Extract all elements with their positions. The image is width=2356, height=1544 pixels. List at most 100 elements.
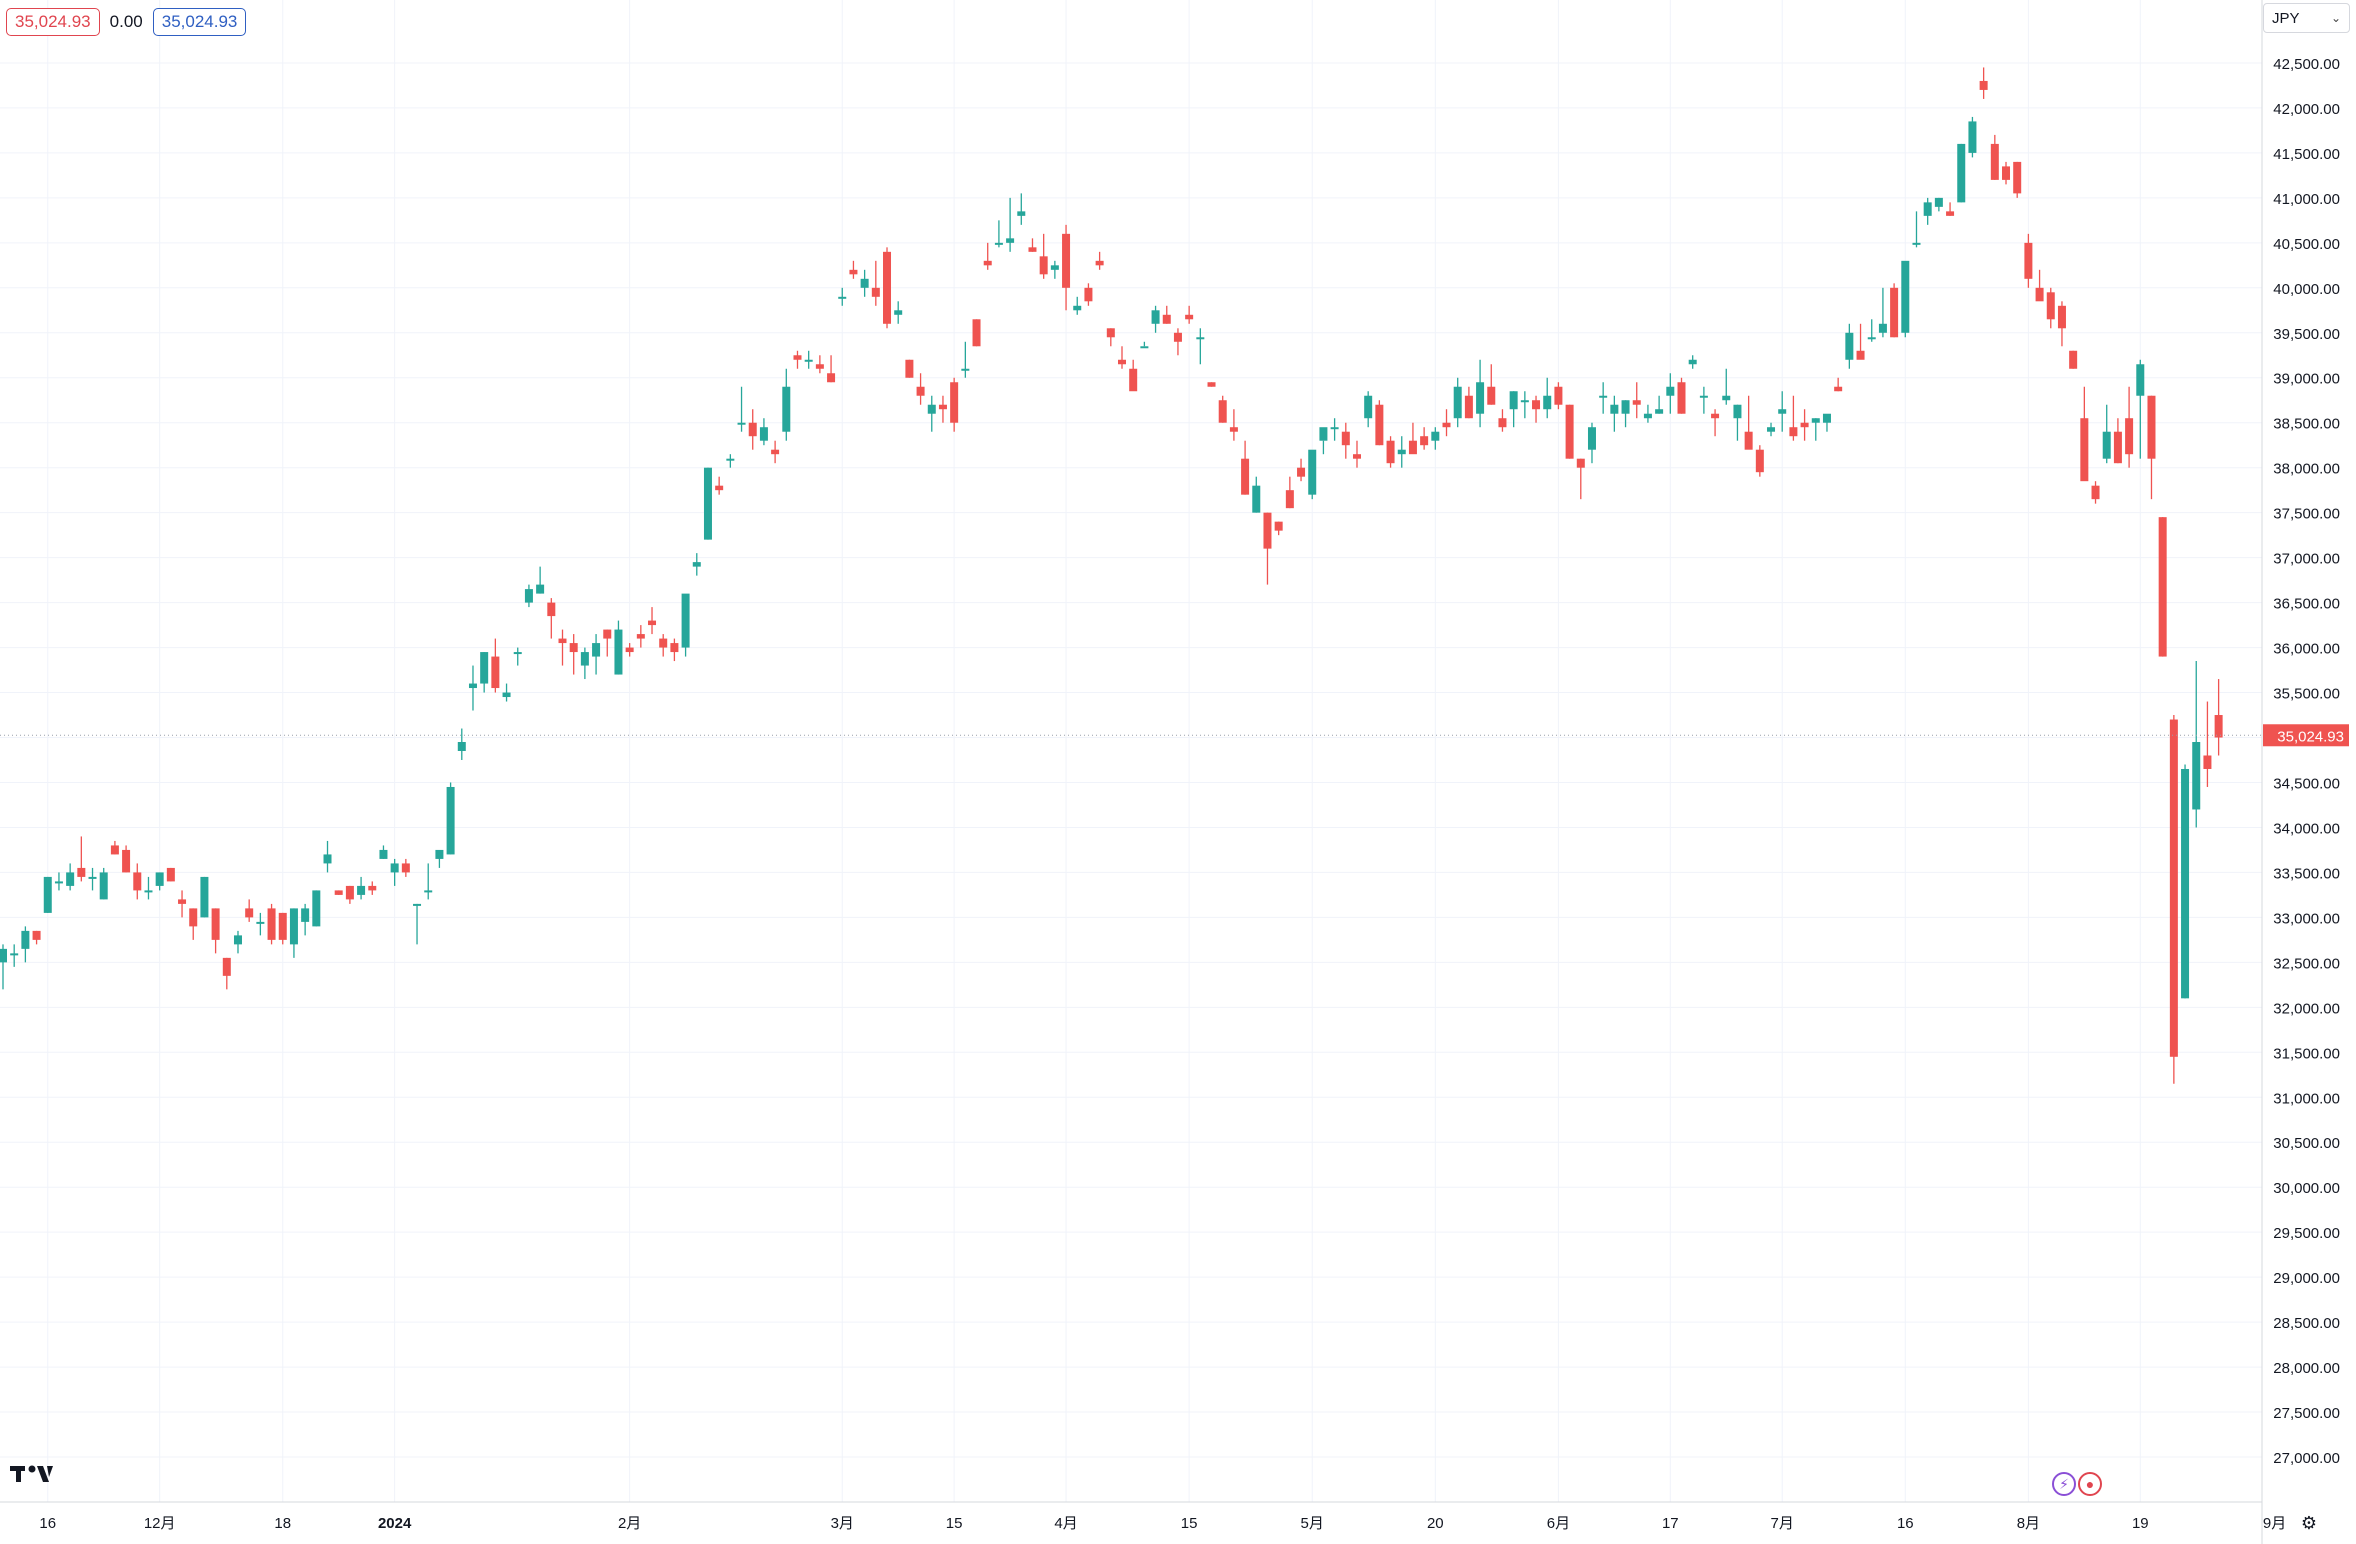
- candle[interactable]: [1822, 413, 1831, 432]
- candle[interactable]: [122, 845, 131, 873]
- candle[interactable]: [200, 876, 209, 918]
- candle[interactable]: [1330, 418, 1339, 441]
- candle[interactable]: [323, 840, 332, 873]
- candle[interactable]: [950, 377, 959, 432]
- candle[interactable]: [1084, 283, 1093, 306]
- candle[interactable]: [334, 890, 343, 895]
- candle[interactable]: [592, 634, 601, 675]
- candle[interactable]: [703, 467, 712, 540]
- candle[interactable]: [536, 566, 545, 594]
- candle[interactable]: [1811, 418, 1820, 441]
- candle[interactable]: [1946, 202, 1955, 216]
- candle[interactable]: [2136, 359, 2145, 459]
- candle[interactable]: [289, 908, 298, 958]
- settings-icon[interactable]: ⚙: [2300, 1512, 2318, 1533]
- candle[interactable]: [468, 665, 477, 711]
- candle[interactable]: [1218, 395, 1227, 423]
- candle[interactable]: [446, 782, 455, 855]
- candle[interactable]: [580, 647, 589, 680]
- candle[interactable]: [1173, 328, 1182, 356]
- candle[interactable]: [491, 638, 500, 693]
- candle[interactable]: [133, 863, 142, 900]
- candle[interactable]: [927, 395, 936, 432]
- candle[interactable]: [793, 350, 802, 369]
- candle[interactable]: [1587, 422, 1596, 464]
- candle[interactable]: [547, 598, 556, 639]
- candle[interactable]: [1532, 395, 1541, 423]
- candle[interactable]: [771, 440, 780, 464]
- candle[interactable]: [401, 858, 410, 877]
- candle[interactable]: [1800, 409, 1809, 441]
- record-icon[interactable]: ●: [2078, 1472, 2102, 1496]
- candle[interactable]: [1778, 391, 1787, 432]
- candle[interactable]: [88, 867, 97, 891]
- candle[interactable]: [99, 867, 108, 900]
- candle[interactable]: [435, 849, 444, 868]
- candle[interactable]: [1789, 395, 1798, 441]
- candle[interactable]: [1352, 440, 1361, 468]
- candle[interactable]: [1509, 391, 1518, 428]
- candle[interactable]: [43, 876, 52, 913]
- candle[interactable]: [1912, 211, 1921, 248]
- candle[interactable]: [1856, 323, 1865, 360]
- candle[interactable]: [1207, 382, 1216, 387]
- candle[interactable]: [636, 625, 645, 648]
- candle[interactable]: [2113, 418, 2122, 464]
- candle[interactable]: [301, 903, 310, 936]
- candle[interactable]: [413, 903, 422, 945]
- candle[interactable]: [1733, 404, 1742, 441]
- candle[interactable]: [1901, 260, 1910, 338]
- candle[interactable]: [1464, 386, 1473, 419]
- candle[interactable]: [110, 840, 119, 855]
- candle[interactable]: [2214, 679, 2223, 756]
- candle[interactable]: [1632, 382, 1641, 419]
- price-axis[interactable]: 27,000.00 27,500.00 28,000.00 28,500.00 29,0…: [2263, 56, 2349, 1467]
- candle[interactable]: [1576, 458, 1585, 500]
- candle[interactable]: [1498, 409, 1507, 432]
- candle[interactable]: [457, 728, 466, 760]
- candle[interactable]: [278, 912, 287, 945]
- candle[interactable]: [2181, 764, 2190, 999]
- candle[interactable]: [648, 607, 657, 635]
- candle[interactable]: [1890, 283, 1899, 338]
- candle[interactable]: [357, 876, 366, 900]
- candle[interactable]: [1397, 436, 1406, 468]
- candle[interactable]: [1431, 427, 1440, 450]
- candle[interactable]: [1118, 346, 1126, 369]
- candle[interactable]: [972, 319, 981, 347]
- candle[interactable]: [1487, 364, 1496, 405]
- candle[interactable]: [1285, 476, 1294, 509]
- candle[interactable]: [2024, 233, 2033, 288]
- tradingview-logo-icon[interactable]: [10, 1460, 54, 1488]
- candle[interactable]: [1610, 395, 1619, 432]
- candle[interactable]: [569, 634, 578, 675]
- candle[interactable]: [2203, 701, 2212, 787]
- candle[interactable]: [1408, 422, 1417, 455]
- currency-selector[interactable]: JPY ⌄: [2263, 3, 2350, 33]
- candle[interactable]: [1308, 449, 1317, 500]
- candle[interactable]: [883, 247, 892, 329]
- candle[interactable]: [938, 395, 947, 423]
- candle[interactable]: [21, 926, 30, 963]
- candle[interactable]: [1229, 409, 1238, 441]
- candle[interactable]: [1095, 251, 1104, 270]
- candle[interactable]: [1655, 395, 1664, 414]
- candle[interactable]: [1442, 409, 1451, 437]
- candle[interactable]: [983, 242, 992, 270]
- candle[interactable]: [189, 908, 198, 940]
- candle[interactable]: [1185, 305, 1194, 324]
- candle[interactable]: [1867, 319, 1876, 342]
- candle[interactable]: [222, 957, 231, 990]
- candle[interactable]: [1028, 238, 1037, 252]
- candle[interactable]: [1990, 134, 1999, 180]
- candle[interactable]: [267, 903, 276, 945]
- candle[interactable]: [726, 454, 735, 468]
- candle[interactable]: [1744, 395, 1753, 450]
- candle[interactable]: [916, 373, 925, 405]
- candles[interactable]: [0, 67, 2223, 1084]
- candle[interactable]: [155, 872, 164, 891]
- candle[interactable]: [871, 260, 880, 306]
- candle[interactable]: [1755, 445, 1764, 477]
- candle[interactable]: [1162, 305, 1171, 324]
